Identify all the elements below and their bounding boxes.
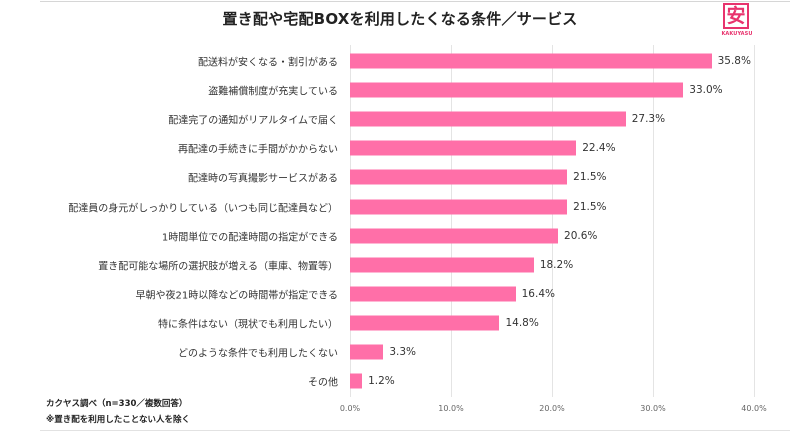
- category-label: 1時間単位での配達時間の指定ができる: [161, 232, 338, 244]
- chart-title: 置き配や宅配BOXを利用したくなる条件／サービス: [222, 10, 578, 28]
- data-label: 14.8%: [505, 316, 539, 329]
- data-label: 18.2%: [539, 258, 574, 271]
- gridline: [652, 45, 654, 397]
- bar: [350, 140, 577, 156]
- data-label: 33.0%: [689, 84, 723, 97]
- data-label: 21.5%: [573, 200, 607, 213]
- data-label: 21.5%: [573, 171, 607, 184]
- bar: [350, 286, 516, 302]
- category-label: 配送料が安くなる・割引がある: [198, 57, 338, 69]
- gridline: [349, 45, 351, 397]
- kakuyasu-logo: 安 KAKUYASU: [720, 3, 754, 39]
- category-label: 配達完了の通知がリアルタイムで届く: [168, 115, 338, 127]
- bar: [350, 82, 684, 98]
- bar: [350, 199, 568, 214]
- logo-mark: 安: [723, 3, 749, 29]
- x-tick-label: 0.0%: [339, 404, 361, 413]
- logo-wordmark: KAKUYASU: [721, 31, 753, 37]
- data-label: 35.8%: [717, 55, 751, 67]
- bar: [350, 169, 568, 185]
- bar: [350, 344, 384, 360]
- data-label: 27.3%: [631, 113, 666, 126]
- bar: [350, 257, 534, 273]
- category-label: 置き配可能な場所の選択肢が増える（車庫、物置等）: [98, 261, 338, 273]
- gridline: [450, 45, 452, 397]
- category-label: 再配達の手続きに手間がかからない: [178, 144, 338, 156]
- data-label: 16.4%: [521, 287, 555, 300]
- x-tick-label: 40.0%: [741, 404, 767, 413]
- bar: [350, 111, 626, 127]
- gridline: [551, 45, 553, 397]
- category-label: 特に条件はない（現状でも利用したい）: [158, 319, 338, 331]
- gridline: [753, 45, 755, 397]
- category-label: どのような条件でも利用したくない: [178, 348, 338, 360]
- bar: [350, 373, 363, 389]
- category-label: 配達時の写真撮影サービスがある: [188, 173, 338, 185]
- x-tick-label: 30.0%: [640, 404, 666, 413]
- category-label: その他: [308, 377, 338, 389]
- data-label: 22.4%: [582, 142, 616, 155]
- footnote: ※置き配を利用したことない人を除く: [46, 415, 191, 425]
- source-note: カクヤス調べ（n=330／複数回答）: [46, 399, 188, 409]
- x-tick-label: 10.0%: [438, 404, 464, 413]
- x-tick-label: 20.0%: [539, 404, 565, 413]
- category-label: 配達員の身元がしっかりしている（いつも同じ配達員など）: [68, 203, 338, 214]
- bar: [350, 53, 712, 69]
- data-label: 20.6%: [564, 229, 598, 242]
- bar: [350, 228, 559, 244]
- bar: [350, 315, 500, 331]
- panel-bottom-border: [40, 430, 790, 431]
- category-label: 早朝や夜21時以降などの時間帯が指定できる: [135, 290, 338, 302]
- data-label: 1.2%: [368, 375, 395, 388]
- data-label: 3.3%: [389, 346, 417, 358]
- panel-top-border: [40, 1, 790, 2]
- category-label: 盗難補償制度が充実している: [208, 86, 338, 98]
